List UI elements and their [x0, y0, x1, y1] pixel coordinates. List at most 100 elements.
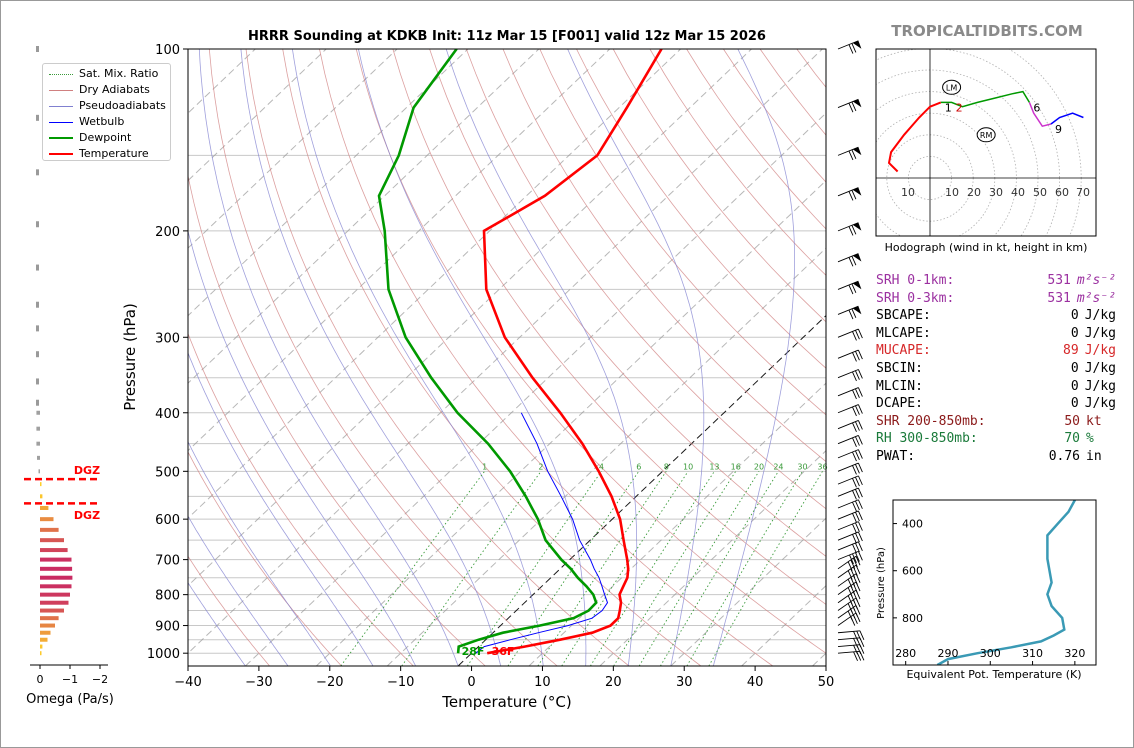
omega-bar-upper: [36, 301, 39, 308]
wind-barb-feather: [848, 257, 854, 267]
skewt-y-label: Pressure (hPa): [121, 303, 139, 411]
skewt-series: [377, 49, 663, 655]
theta-e-x-label: Equivalent Pot. Temperature (K): [906, 668, 1081, 681]
wind-barb: [837, 280, 862, 295]
wind-barb: [837, 404, 863, 417]
wind-barb-feather: [857, 349, 863, 360]
omega-bar: [40, 644, 43, 649]
wind-barb-feather: [855, 564, 861, 575]
legend-swatch: [49, 106, 73, 107]
dry-adiabat-line: [612, 49, 826, 323]
omega-bar-upper: [36, 114, 39, 121]
mixing-ratio-label: 13: [709, 462, 719, 471]
wind-barb: [837, 564, 861, 580]
wind-barb-feather: [857, 449, 863, 459]
pseudoadiabat-line: [188, 229, 416, 666]
wind-barb: [837, 187, 862, 201]
pseudoadiabat-line: [445, 49, 638, 666]
wind-barb-staff: [837, 650, 860, 654]
omega-bar: [40, 494, 43, 499]
wind-barb-feather: [859, 644, 865, 654]
y-tick-label: 100: [155, 43, 180, 58]
dgz-label-top: DGZ: [74, 464, 100, 477]
omega-bar-upper: [36, 169, 39, 176]
wind-barb-feather: [848, 191, 854, 201]
wind-barb-feather: [848, 284, 854, 295]
wind-barb-feather: [855, 476, 860, 487]
omega-panel: [24, 46, 100, 656]
param-label: SBCAPE:: [876, 308, 931, 324]
wind-barb: [837, 462, 863, 475]
y-tick-label: 700: [155, 554, 180, 569]
wind-barb: [837, 146, 862, 161]
theta-x-tick-label: 280: [895, 647, 916, 660]
wind-barb-feather: [852, 478, 857, 488]
param-row: MUCAPE: 89 J/kg: [876, 342, 1116, 360]
wind-barb: [837, 305, 862, 320]
wind-barb-feather: [857, 328, 863, 339]
wind-barb-feather: [851, 308, 857, 319]
wind-barb-feather: [857, 369, 863, 379]
dry-adiabat-line: [245, 49, 630, 666]
y-tick-label: 200: [155, 225, 180, 240]
right-mover-label: RM: [980, 131, 993, 140]
x-tick-label: 20: [605, 675, 622, 690]
param-row: PWAT: 0.76 in: [876, 448, 1116, 466]
isotherm-line: [245, 112, 826, 666]
omega-bar-upper: [36, 399, 39, 406]
wind-barb-staff: [837, 605, 857, 619]
dry-adiabat-line: [355, 49, 826, 654]
wind-barb-feather: [855, 464, 860, 474]
wind-barb-feather: [848, 226, 854, 236]
omega-bar: [37, 455, 40, 460]
wind-barb-staff: [837, 637, 860, 641]
param-unit: J/kg: [1084, 360, 1116, 376]
theta-y-tick-label: 800: [902, 612, 923, 625]
wind-barb: [837, 521, 863, 534]
dry-adiabat-line: [392, 49, 826, 605]
wind-barb-staff: [837, 404, 859, 414]
wind-barb-feather: [852, 490, 857, 500]
legend-entry-dry-adiabats: Dry Adiabats: [43, 82, 170, 98]
pseudoadiabat-line: [567, 49, 705, 666]
param-row: SRH 0-3km: 531 m²s⁻²: [876, 290, 1116, 308]
isotherm-line: [386, 247, 826, 666]
omega-bar: [40, 575, 73, 580]
wind-barb: [837, 573, 861, 589]
wind-barb-feather: [855, 605, 861, 615]
wind-barb: [837, 253, 862, 267]
wind-barb-staff: [837, 449, 859, 459]
theta-e-ticks: 280 290 300 310 320 400 600 800: [893, 518, 1085, 665]
hodograph-ring-label: 10: [901, 186, 915, 199]
dry-adiabat-line: [429, 49, 826, 557]
mixing-ratio-line: [401, 471, 542, 666]
omega-bar: [40, 517, 54, 522]
wind-barb: [837, 531, 863, 544]
isotherm-line: [315, 179, 826, 666]
wind-barb-staff: [837, 222, 859, 232]
wind-barb-feather: [855, 405, 860, 415]
pseudoadiabat-line: [240, 49, 501, 666]
dry-adiabat-line: [576, 49, 826, 369]
mixing-ratio-line: [613, 471, 737, 666]
wind-barb-feather: [851, 255, 857, 266]
param-label: MLCAPE:: [876, 325, 931, 341]
mixing-ratio-label: 8: [664, 462, 669, 471]
hodograph-ring-label: 10: [945, 186, 959, 199]
wind-barb: [837, 475, 863, 488]
wind-barb-staff: [837, 349, 859, 359]
wind-barb-feather: [855, 573, 861, 583]
hodograph-labels: 10 10 20 30 40 50 60 70 LM RM 1 2 6 9: [901, 79, 1090, 199]
wind-barb-feather: [855, 522, 860, 533]
param-row: SHR 200-850mb: 50 kt: [876, 413, 1116, 431]
pseudoadiabat-line: [188, 440, 331, 666]
param-value: 0: [1070, 308, 1079, 324]
wind-barb-staff: [837, 475, 859, 485]
skewt-legend: Sat. Mix. Ratio Dry Adiabats Pseudoadiab…: [42, 63, 171, 161]
wind-barb-feather: [852, 534, 857, 544]
param-unit: kt: [1086, 413, 1102, 429]
pseudoadiabat-line: [712, 49, 795, 666]
wind-barb-feather: [857, 487, 863, 498]
x-tick-label: −10: [387, 675, 414, 690]
